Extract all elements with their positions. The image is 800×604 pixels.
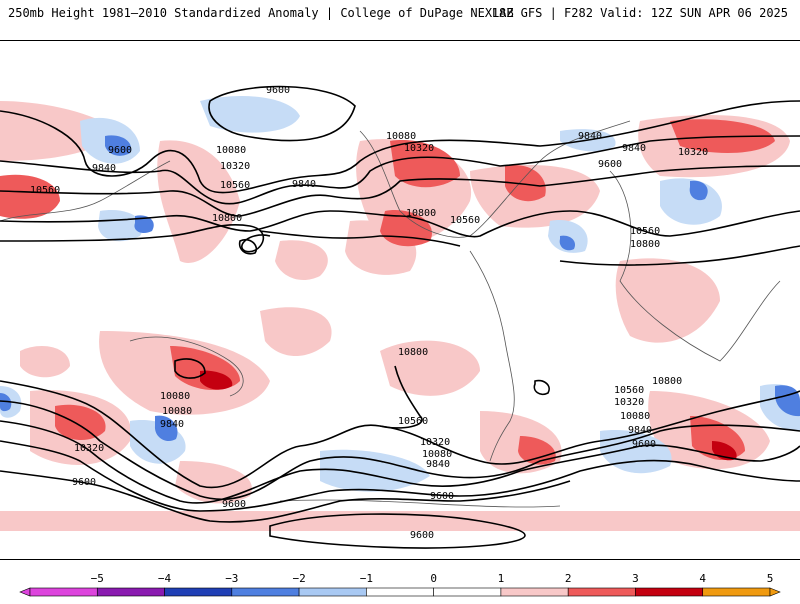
contour-label: 9840 bbox=[628, 425, 652, 436]
colorbar-segment bbox=[567, 587, 636, 597]
contour-label: 10560 bbox=[614, 385, 644, 396]
contour-label: 9600 bbox=[430, 491, 454, 502]
colorbar-tick-label: 3 bbox=[632, 572, 639, 585]
contour-label: 10560 bbox=[220, 180, 250, 191]
contour-label: 10080 bbox=[422, 449, 452, 460]
colorbar-segment bbox=[96, 587, 165, 597]
contour-label: 10080 bbox=[216, 145, 246, 156]
contour-label: 9840 bbox=[160, 419, 184, 430]
contour-label: 10800 bbox=[212, 213, 242, 224]
colorbar-tick-label: −5 bbox=[91, 572, 104, 585]
contour-label: 9600 bbox=[598, 159, 622, 170]
colorbar-tick-label: −4 bbox=[158, 572, 172, 585]
contour-labels: 9600 9600 9840 9840 9840 10080 10080 103… bbox=[30, 85, 708, 541]
contour-label: 9840 bbox=[426, 459, 450, 470]
colorbar-segment bbox=[164, 587, 233, 597]
colorbar-segment bbox=[29, 587, 98, 597]
colorbar-segment bbox=[298, 587, 367, 597]
colorbar-segment bbox=[231, 587, 300, 597]
contour-label: 9600 bbox=[222, 499, 246, 510]
colorbar-high-arrow bbox=[769, 587, 781, 597]
contour-label: 10080 bbox=[160, 391, 190, 402]
contour-label: 9840 bbox=[578, 131, 602, 142]
colorbar-tick-label: 5 bbox=[767, 572, 774, 585]
contour-label: 10560 bbox=[398, 416, 428, 427]
contour-label: 10080 bbox=[620, 411, 650, 422]
contour-label: 10800 bbox=[398, 347, 428, 358]
height-contours bbox=[0, 85, 800, 549]
contour-label: 10560 bbox=[30, 185, 60, 196]
contour-label: 10800 bbox=[652, 376, 682, 387]
contour-label: 10320 bbox=[678, 147, 708, 158]
contour-label: 9840 bbox=[92, 163, 116, 174]
header-left-title: 250mb Height 1981–2010 Standardized Anom… bbox=[8, 6, 514, 20]
contour-label: 9600 bbox=[410, 530, 434, 541]
contour-label: 9840 bbox=[292, 179, 316, 190]
colorbar-tick-label: 0 bbox=[430, 572, 437, 585]
contour-label: 10560 bbox=[630, 226, 660, 237]
coastlines bbox=[0, 120, 781, 508]
contour-label: 10080 bbox=[162, 406, 192, 417]
header-right-title: 18Z GFS | F282 Valid: 12Z SUN APR 06 202… bbox=[491, 6, 788, 20]
colorbar-tick-label: −2 bbox=[292, 572, 305, 585]
colorbar-segment bbox=[366, 587, 434, 597]
contour-label: 9600 bbox=[108, 145, 132, 156]
contour-label: 10320 bbox=[420, 437, 450, 448]
contour-label: 10320 bbox=[614, 397, 644, 408]
colorbar-segment bbox=[635, 587, 704, 597]
negative-anomaly-mid bbox=[0, 135, 800, 442]
positive-anomaly-mid bbox=[0, 119, 775, 465]
colorbar-tick-label: −1 bbox=[360, 572, 373, 585]
colorbar-low-arrow bbox=[19, 587, 31, 597]
colorbar-tick-label: 2 bbox=[565, 572, 572, 585]
positive-anomaly-weak bbox=[0, 101, 800, 531]
contour-label: 9840 bbox=[622, 143, 646, 154]
contour-label: 10320 bbox=[220, 161, 250, 172]
colorbar-segment bbox=[702, 587, 771, 597]
colorbar-tick-label: 4 bbox=[699, 572, 706, 585]
contour-label: 9600 bbox=[72, 477, 96, 488]
contour-label: 10320 bbox=[74, 443, 104, 454]
contour-label: 10080 bbox=[386, 131, 416, 142]
contour-label: 9600 bbox=[266, 85, 290, 96]
contour-label: 10560 bbox=[450, 215, 480, 226]
contour-label: 10320 bbox=[404, 143, 434, 154]
contour-label: 9600 bbox=[632, 439, 656, 450]
contour-label: 10800 bbox=[630, 239, 660, 250]
colorbar-segment bbox=[433, 587, 502, 597]
contour-label: 10800 bbox=[406, 208, 436, 219]
colorbar-segment bbox=[500, 587, 569, 597]
colorbar-tick-label: 1 bbox=[498, 572, 505, 585]
anomaly-colorbar: −5 −4 −3 −2 −1 0 1 2 3 4 5 bbox=[0, 566, 800, 600]
colorbar-tick-label: −3 bbox=[225, 572, 238, 585]
anomaly-map: 9600 9600 9840 9840 9840 10080 10080 103… bbox=[0, 40, 800, 560]
